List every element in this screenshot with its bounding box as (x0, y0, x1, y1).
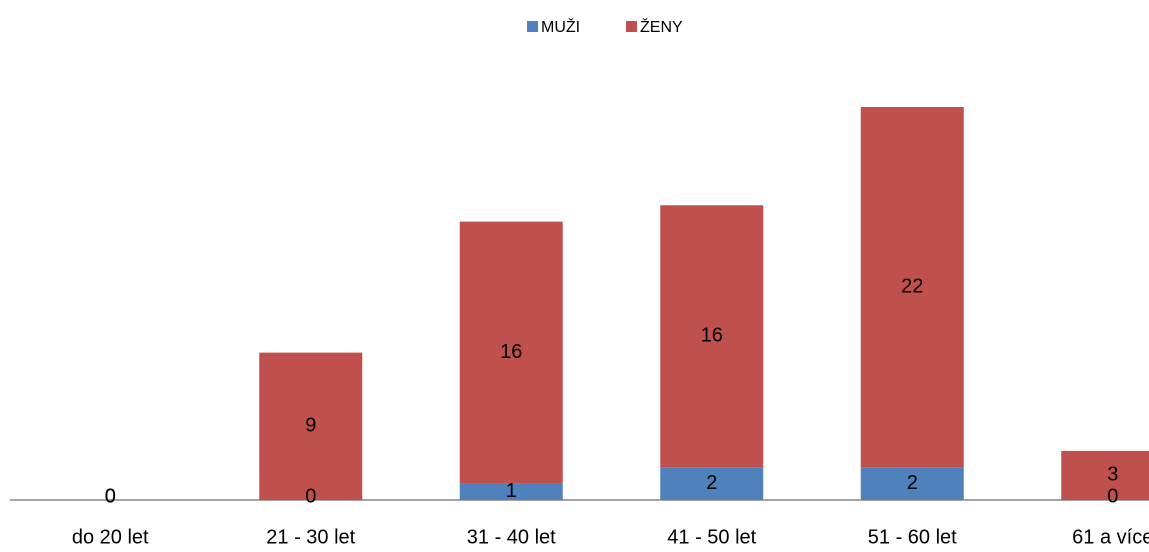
data-label: 0 (1107, 485, 1118, 507)
bar-segment (1061, 450, 1149, 500)
legend-label: MUŽI (541, 17, 580, 36)
data-label: 22 (901, 275, 923, 297)
data-label: 2 (706, 472, 717, 494)
x-tick-label: 51 - 60 let (868, 526, 957, 548)
x-tick-label: 21 - 30 let (266, 526, 355, 548)
legend-swatch (527, 21, 538, 32)
data-label: 0 (105, 485, 116, 507)
data-label: 0 (105, 485, 116, 507)
bar-segment (860, 467, 964, 500)
legend-swatch (626, 21, 637, 32)
bar-segment (660, 467, 764, 500)
data-label: 0 (305, 485, 316, 507)
data-label: 16 (701, 325, 723, 347)
bar-segment (660, 205, 764, 468)
x-tick-label: 61 a více (1072, 526, 1149, 548)
x-tick-label: 31 - 40 let (467, 526, 556, 548)
x-tick-label: 41 - 50 let (667, 526, 756, 548)
data-label: 9 (305, 415, 316, 437)
data-label: 16 (500, 341, 522, 363)
x-tick-label: do 20 let (72, 526, 149, 548)
bar-segment (459, 483, 563, 500)
bar-segment (259, 352, 363, 500)
data-label: 3 (1107, 464, 1118, 486)
data-label: 1 (506, 480, 517, 502)
legend-label: ŽENY (640, 17, 683, 36)
bar-segment (459, 221, 563, 484)
bar-segment (860, 107, 964, 468)
data-label: 2 (907, 472, 918, 494)
